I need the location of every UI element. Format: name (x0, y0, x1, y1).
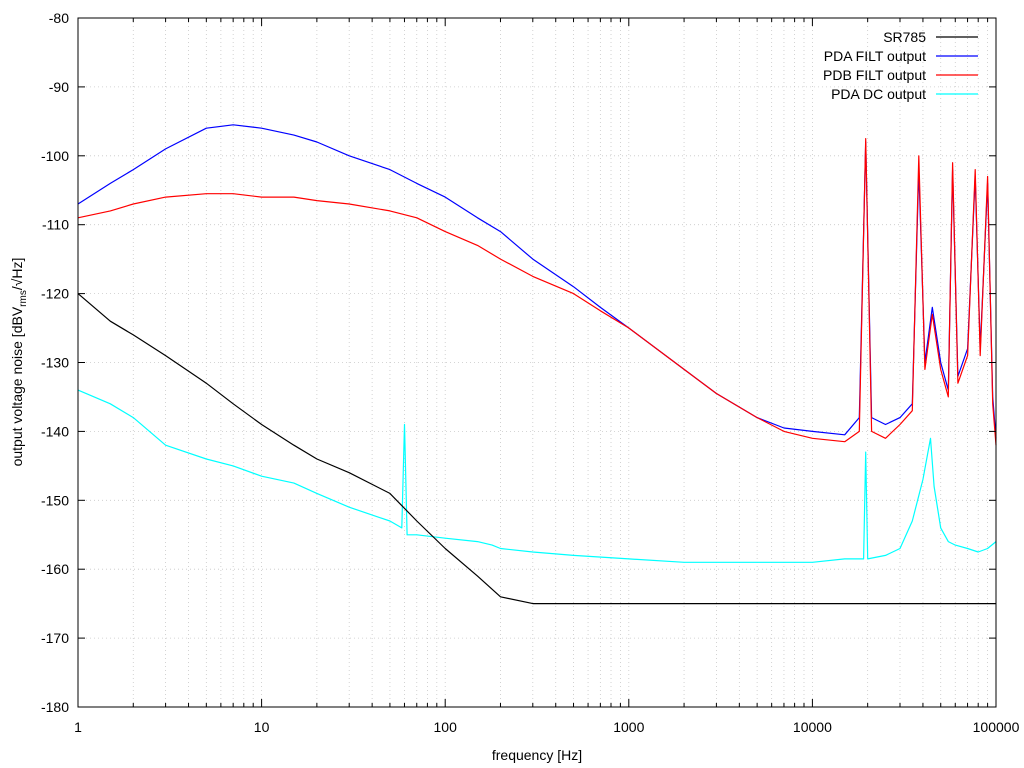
x-tick-label: 10 (254, 719, 270, 735)
series-group (77, 124, 997, 605)
x-axis-label: frequency [Hz] (492, 747, 582, 763)
y-tick-label: -150 (41, 492, 69, 508)
x-tick-label: 10000 (793, 719, 832, 735)
x-tick-label: 100000 (973, 719, 1020, 735)
x-tick-labels: 1 10 100 1000 10000 100000 (74, 719, 1019, 735)
y-tick-label: -120 (41, 286, 69, 302)
y-tick-labels: -180 -170 -160 -150 -140 -130 -120 -110 -100 -90 -… (41, 10, 69, 715)
series-line-sr785 (77, 293, 996, 605)
series-line-pdb-filt-output (77, 138, 997, 446)
y-tick-label: -140 (41, 423, 69, 439)
legend-label-pdb-filt-output: PDB FILT output (823, 67, 926, 83)
y-tick-label: -160 (41, 561, 69, 577)
axis-ticks (77, 17, 997, 708)
x-tick-label: 1 (74, 719, 82, 735)
y-tick-label: -80 (49, 10, 69, 26)
x-tick-label: 100 (434, 719, 458, 735)
y-axis-label-tail: /√Hz] (9, 258, 25, 291)
y-axis-label-main: output voltage noise [dBV (9, 306, 25, 466)
y-tick-label: -130 (41, 355, 69, 371)
y-axis-label: output voltage noise [dBVrms/√Hz] (9, 258, 29, 467)
grid-lines (78, 18, 996, 707)
series-line-pda-dc-output (77, 389, 997, 563)
legend-label-pda-dc-output: PDA DC output (831, 86, 926, 102)
legend-label-sr785: SR785 (883, 29, 926, 45)
legend-label-pda-filt-output: PDA FILT output (824, 48, 926, 64)
x-tick-label: 1000 (613, 719, 644, 735)
y-tick-label: -180 (41, 699, 69, 715)
legend: SR785 PDA FILT output PDB FILT output PDA D… (823, 29, 978, 102)
y-tick-label: -100 (41, 148, 69, 164)
y-tick-label: -170 (41, 630, 69, 646)
y-axis-label-sub: rms (18, 290, 29, 307)
y-tick-label: -110 (42, 217, 69, 233)
y-tick-label: -90 (49, 79, 69, 95)
